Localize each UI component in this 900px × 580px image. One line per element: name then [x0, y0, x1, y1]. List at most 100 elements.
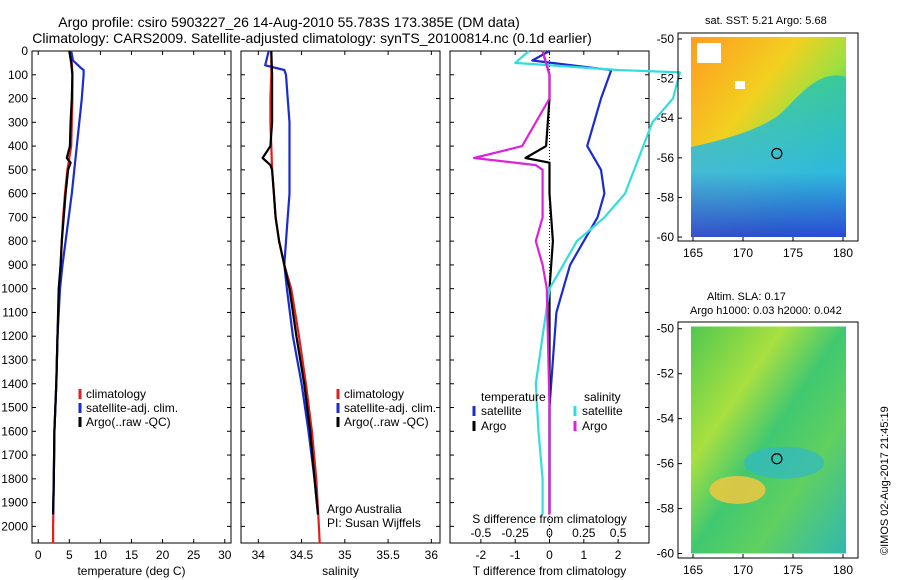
header-line-2: Climatology: CARS2009. Satellite-adjuste…	[32, 30, 592, 46]
sst-cold-region	[691, 75, 846, 238]
sla_map-ytick-label: -54	[657, 412, 675, 426]
sst_map-ytick-label: -56	[657, 151, 675, 165]
depth-tick-label: 1500	[1, 401, 28, 415]
temperature-xtick-label: 20	[156, 548, 170, 562]
panel-annotation: Argo Australia	[327, 502, 402, 516]
sst_map-ytick-label: -50	[657, 32, 675, 46]
argo-float-marker	[771, 147, 783, 160]
difference-xtick-label: -1	[510, 548, 521, 562]
temperature-plot-frame	[31, 50, 232, 544]
difference-series-argo	[472, 50, 551, 515]
temperature-xtick-label: 5	[66, 548, 73, 562]
legend-label: Argo	[481, 419, 507, 433]
s-diff-label: S difference from climatology	[472, 512, 627, 526]
difference-series-argo	[524, 50, 555, 515]
sla_map-xtick-label: 175	[783, 563, 803, 577]
sla-map-panel: Altim. SLA: 0.17 Argo h1000: 0.03 h2000: …	[657, 291, 859, 577]
legend-label: climatology	[344, 387, 404, 401]
depth-tick-label: 2000	[1, 519, 28, 533]
panel-annotation: PI: Susan Wijffels	[327, 516, 421, 530]
salinity-xtick-label: 34	[252, 548, 266, 562]
salinity-series-argo-raw-qc-	[261, 50, 320, 515]
legend-label: Argo(..raw -QC)	[86, 415, 171, 429]
salinity-xtick-label: 34.5	[290, 548, 314, 562]
s-diff-tick-label: 0.5	[610, 526, 627, 540]
depth-tick-label: 1300	[1, 353, 28, 367]
salinity-xtick-label: 36	[425, 548, 439, 562]
depth-tick-label: 200	[8, 92, 28, 106]
difference-series-satellite	[514, 50, 682, 515]
depth-tick-label: 1800	[1, 472, 28, 486]
salinity-xlabel: salinity	[322, 564, 359, 578]
legend-header-salinity: salinity	[584, 390, 621, 404]
sla-low-region	[744, 446, 824, 479]
depth-tick-label: 1000	[1, 282, 28, 296]
temperature-xtick-label: 0	[35, 548, 42, 562]
sst_map-xtick-label: 165	[683, 246, 703, 260]
salinity-series-satellite-adj-clim-	[264, 50, 320, 515]
legend-header-temperature: temperature	[481, 390, 546, 404]
legend-label: climatology	[86, 387, 146, 401]
depth-tick-label: 300	[8, 115, 28, 129]
depth-tick-label: 1900	[1, 496, 28, 510]
sla-map-title: Altim. SLA: 0.17	[707, 291, 786, 303]
depth-tick-label: 1400	[1, 377, 28, 391]
salinity-xtick-label: 35	[338, 548, 352, 562]
sst_map-ytick-label: -60	[657, 230, 675, 244]
argo-float-marker	[771, 453, 783, 465]
sst_map-ytick-label: -52	[657, 72, 675, 86]
legend-label: Argo	[582, 419, 608, 433]
sst-map-panel: sat. SST: 5.21 Argo: 5.68 -50 -52 -54 -56 -58…	[657, 15, 859, 260]
sla_map-ytick-label: -50	[657, 322, 675, 336]
sla-map-subtitle: Argo h1000: 0.03 h2000: 0.042	[690, 305, 842, 317]
sla_map-xtick-label: 180	[833, 563, 853, 577]
temperature-xtick-label: 10	[94, 548, 108, 562]
imos-watermark: ©IMOS 02-Aug-2017 21:45:19	[879, 406, 891, 555]
depth-tick-label: 1700	[1, 448, 28, 462]
legend-label: satellite	[582, 404, 623, 418]
sla-field	[691, 326, 846, 554]
difference-xtick-label: 0	[546, 548, 553, 562]
salinity-plot-frame	[240, 50, 441, 544]
land-mask	[697, 42, 721, 63]
sla-high-region	[709, 475, 766, 504]
depth-tick-label: 1100	[2, 305, 28, 319]
depth-tick-label: 900	[8, 258, 28, 272]
sst_map-frame	[677, 32, 859, 242]
sst_map-ytick-label: -58	[657, 190, 675, 204]
legend-label: Argo(..raw -QC)	[344, 415, 429, 429]
sst_map-xtick-label: 170	[733, 246, 753, 260]
sla_map-ytick-label: -60	[657, 547, 675, 561]
s-diff-tick-label: -0.25	[502, 526, 530, 540]
depth-tick-label: 600	[8, 187, 28, 201]
difference-xtick-label: 2	[615, 548, 622, 562]
salinity-panel: 34 34.5 35 35.5 36 salinity climatologysatelli…	[240, 50, 441, 578]
sst_map-xtick-label: 180	[833, 246, 853, 260]
sla_map-frame	[677, 321, 859, 559]
temperature-series-argo-raw-qc-	[52, 50, 74, 515]
depth-tick-label: 700	[8, 210, 28, 224]
legend-label: satellite-adj. clim.	[344, 401, 436, 415]
temperature-xlabel: temperature (deg C)	[77, 564, 185, 578]
difference-xlabel: T difference from climatology	[473, 564, 627, 578]
temperature-panel: 0100200300400500600700800900100011001200…	[1, 44, 231, 578]
legend-label: satellite-adj. clim.	[86, 401, 178, 415]
temperature-xtick-label: 25	[187, 548, 201, 562]
temperature-xtick-label: 15	[125, 548, 139, 562]
s-diff-tick-label: 0	[546, 526, 553, 540]
depth-tick-label: 100	[8, 68, 28, 82]
sla_map-ytick-label: -58	[657, 502, 675, 516]
difference-xtick-label: 1	[580, 548, 587, 562]
sla_map-xtick-label: 170	[733, 563, 753, 577]
header-line-1: Argo profile: csiro 5903227_26 14-Aug-20…	[58, 14, 520, 30]
land-mask	[735, 80, 745, 89]
depth-tick-label: 0	[21, 44, 28, 58]
sla_map-ytick-label: -56	[657, 457, 675, 471]
depth-tick-label: 400	[8, 139, 28, 153]
sst_map-ytick-label: -54	[657, 111, 675, 125]
s-diff-tick-label: -0.5	[471, 526, 492, 540]
sst_map-xtick-label: 175	[783, 246, 803, 260]
legend-label: satellite	[481, 404, 522, 418]
depth-tick-label: 1200	[1, 329, 28, 343]
